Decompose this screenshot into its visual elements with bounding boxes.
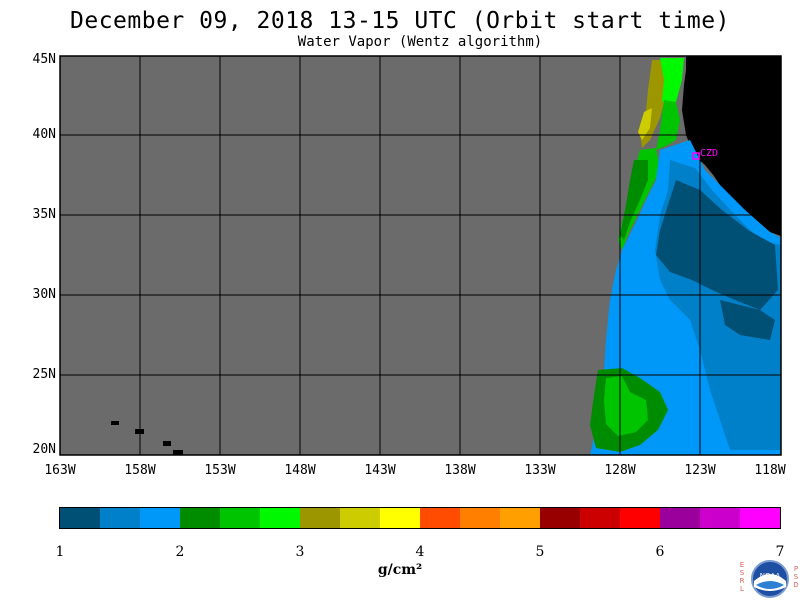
lon-label-128w: 128W bbox=[604, 463, 636, 478]
lon-label-158w: 158W bbox=[124, 463, 156, 478]
colorbar-cell bbox=[420, 508, 460, 528]
colorbar-tick-6: 6 bbox=[655, 544, 665, 560]
colorbar-cell bbox=[260, 508, 300, 528]
colorbar-tick-3: 3 bbox=[295, 544, 305, 560]
lat-label-30n: 30N bbox=[32, 287, 56, 302]
lon-label-123w: 123W bbox=[684, 463, 716, 478]
lon-label-118w: 118W bbox=[754, 463, 786, 478]
lat-label-35n: 35N bbox=[32, 207, 56, 222]
vapor-region-yellow bbox=[638, 108, 652, 140]
lat-label-25n: 25N bbox=[32, 367, 56, 382]
colorbar-cell bbox=[660, 508, 700, 528]
map-title: December 09, 2018 13-15 UTC (Orbit start… bbox=[70, 8, 730, 34]
hawaii-island-kauai bbox=[111, 421, 119, 425]
map-frame bbox=[59, 55, 782, 456]
colorbar-cell bbox=[460, 508, 500, 528]
hawaii-island-big-island bbox=[173, 450, 183, 455]
vapor-region-green-north bbox=[656, 100, 680, 150]
lon-label-133w: 133W bbox=[524, 463, 556, 478]
vapor-region-dark-green-band bbox=[620, 160, 648, 240]
vapor-region-dark-blue bbox=[656, 180, 778, 310]
colorbar-tick-1: 1 bbox=[55, 544, 65, 560]
colorbar-cell bbox=[580, 508, 620, 528]
grid-lines bbox=[60, 56, 781, 455]
logo-right-text-value: PSD bbox=[793, 565, 799, 589]
colorbar-cell bbox=[100, 508, 140, 528]
colorbar-cell bbox=[540, 508, 580, 528]
logo-badge-text: NOAA bbox=[760, 572, 781, 580]
colorbar bbox=[59, 507, 781, 529]
hawaii-island-maui bbox=[163, 441, 171, 446]
map-subtitle: Water Vapor (Wentz algorithm) bbox=[297, 34, 543, 50]
lat-label-20n: 20N bbox=[32, 442, 56, 457]
noaa-emblem-icon: NOAA bbox=[751, 560, 789, 598]
colorbar-cell bbox=[140, 508, 180, 528]
lat-label-40n: 40N bbox=[32, 127, 56, 142]
colorbar-cell bbox=[340, 508, 380, 528]
vapor-region-bright-green-south bbox=[604, 376, 648, 436]
logo-right-text: PSD bbox=[792, 565, 800, 589]
colorbar-tick-4: 4 bbox=[415, 544, 425, 560]
logo-left-text-value: ESRL bbox=[739, 561, 745, 593]
colorbar-tick-7: 7 bbox=[775, 544, 785, 560]
colorbar-cell bbox=[180, 508, 220, 528]
colorbar-cell bbox=[500, 508, 540, 528]
vapor-region-bright-green bbox=[660, 58, 684, 112]
lon-label-138w: 138W bbox=[444, 463, 476, 478]
colorbar-cell bbox=[740, 508, 780, 528]
lon-label-143w: 143W bbox=[364, 463, 396, 478]
lon-label-148w: 148W bbox=[284, 463, 316, 478]
logo-left-text: ESRL bbox=[738, 561, 746, 593]
colorbar-cell bbox=[300, 508, 340, 528]
vapor-region-dark-blue-patch bbox=[720, 300, 775, 340]
land-mass bbox=[682, 56, 781, 236]
colorbar-cell bbox=[60, 508, 100, 528]
colorbar-cell bbox=[620, 508, 660, 528]
colorbar-cell bbox=[380, 508, 420, 528]
station-label: CZD bbox=[700, 148, 718, 159]
colorbar-tick-2: 2 bbox=[175, 544, 185, 560]
colorbar-cell bbox=[700, 508, 740, 528]
station-marker bbox=[692, 152, 700, 160]
colorbar-cell bbox=[220, 508, 260, 528]
noaa-logo: ESRL NOAA PSD bbox=[738, 557, 800, 600]
lat-label-45n: 45N bbox=[32, 52, 56, 67]
lon-label-153w: 153W bbox=[204, 463, 236, 478]
lon-label-163w: 163W bbox=[44, 463, 76, 478]
colorbar-tick-5: 5 bbox=[535, 544, 545, 560]
colorbar-units: g/cm² bbox=[377, 562, 423, 578]
